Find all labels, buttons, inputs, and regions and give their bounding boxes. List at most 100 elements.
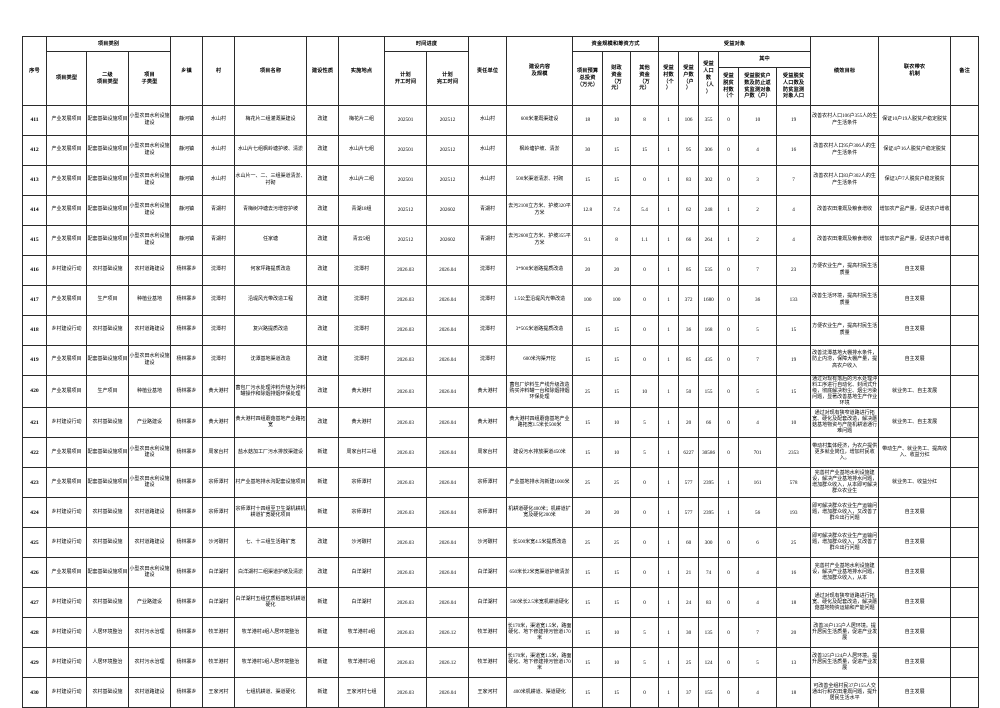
- cell-total-investment: 9.1: [572, 225, 604, 256]
- cell-poor-people: 15: [776, 374, 812, 409]
- cell-responsible-unit: 水山村: [468, 105, 508, 136]
- cell-performance-goal: 通过对现有狭窄道路进行拓宽、硬化及配套改造，解决蘑菇基地物资与产能机耕道通行难问…: [810, 407, 880, 439]
- cell-category-subtype3: 小型农田水利设施建设: [127, 345, 172, 376]
- cell-category-subtype3: 小型农田水利设施建设: [127, 195, 172, 226]
- cell-plan-end: 2026.04: [426, 497, 470, 529]
- cell-poor-villages: 0: [718, 527, 740, 559]
- cell-benefit-people: 248: [698, 195, 720, 226]
- cell-poor-people: 19: [776, 105, 812, 136]
- cell-benefit-villages: 1: [658, 437, 680, 469]
- col-fiscal-funds: 财政 资金 （万 元）: [602, 51, 632, 106]
- cell-village: 黄大港村: [202, 374, 236, 409]
- cell-benefit-people: 155: [698, 374, 720, 409]
- cell-build-place: 水山片七组: [338, 135, 386, 166]
- cell-benefit-villages: 1: [658, 255, 680, 286]
- cell-poor-villages: 0: [718, 165, 740, 196]
- cell-performance-goal: 改善农村人口83户302人的生产生活条件: [810, 165, 880, 196]
- cell-benefit-villages: 1: [658, 345, 680, 376]
- cell-category-subtype3: 种植业基地: [127, 285, 172, 316]
- cell-build-place: 宗师潭村: [338, 467, 386, 499]
- cell-village: 沈潭村: [202, 315, 236, 346]
- cell-plan-end: 202512: [426, 135, 470, 166]
- cell-benefit-people: 2395: [698, 467, 720, 499]
- cell-fiscal-funds: 15: [602, 135, 632, 166]
- cell-build-place: 白洋湖村: [338, 587, 386, 619]
- col-other-funds: 其他 资金 （万 元）: [630, 51, 660, 106]
- cell-plan-start: 202501: [384, 105, 428, 136]
- cell-benefit-villages: 1: [658, 647, 680, 679]
- cell-linkage-mechanism: 自主发展: [878, 617, 952, 649]
- cell-other-funds: 15: [630, 135, 660, 166]
- cell-plan-end: 2026.04: [426, 345, 470, 376]
- cell-poor-households: 4: [738, 587, 778, 619]
- cell-benefit-households: 50: [678, 374, 700, 409]
- cell-benefit-households: 83: [678, 165, 700, 196]
- cell-build-nature: 新建: [306, 467, 340, 499]
- cell-plan-end: 2026.04: [426, 677, 470, 708]
- cell-plan-end: 2026.04: [426, 374, 470, 409]
- cell-project-name: 复兴路提质改造: [234, 315, 308, 346]
- cell-poor-households: 7: [738, 345, 778, 376]
- cell-plan-end: 2026.04: [426, 255, 470, 286]
- cell-project-name: 梅花片二组灌溉渠建设: [234, 105, 308, 136]
- cell-poor-people: 25: [776, 527, 812, 559]
- group-project-category: 项目类别: [45, 36, 172, 52]
- cell-township: 静河镇: [170, 135, 204, 166]
- cell-linkage-mechanism: 自主发展: [878, 647, 952, 679]
- cell-content-scale: 长170米，渠道宽1.5米，路面硬化、地下修建排污管道170米: [506, 647, 574, 679]
- cell-responsible-unit: 王家河村: [468, 677, 508, 708]
- cell-responsible-unit: 白洋湖村: [468, 587, 508, 619]
- cell-poor-villages: 0: [718, 407, 740, 439]
- cell-category-subtype2: 农村基础设施: [86, 587, 129, 619]
- cell-category-subtype2: 配套基础设施项目: [86, 105, 129, 136]
- cell-benefit-households: 66: [678, 225, 700, 256]
- cell-category-subtype3: 农村道路建设: [127, 497, 172, 529]
- cell-project-name: 牧羊港村4组人居环境整治: [234, 617, 308, 649]
- cell-linkage-mechanism: 自主发展: [878, 527, 952, 559]
- cell-plan-end: 2026.04: [426, 285, 470, 316]
- cell-category-type: 产业发展项目: [46, 225, 87, 256]
- col-responsible-unit: 责任单位: [468, 36, 508, 106]
- cell-other-funds: 0: [630, 677, 660, 708]
- cell-poor-people: 133: [776, 285, 812, 316]
- cell-content-scale: 去污2100立方米、护坡320平方米: [506, 195, 574, 226]
- cell-fiscal-funds: 7.4: [602, 195, 632, 226]
- table-row: 419 产业发展项目 配套基础设施项目 小型农田水利设施建设 杨林寨乡 沈潭村 沈潭基地渠道…: [22, 345, 980, 376]
- cell-performance-goal: 改善农田灌溉及粮食增收: [810, 195, 880, 226]
- cell-poor-people: 4: [776, 225, 812, 256]
- cell-remark: [950, 105, 980, 136]
- cell-project-name: 沈潭基地渠道改造: [234, 345, 308, 376]
- cell-category-subtype2: 农村基础设施: [86, 527, 129, 559]
- cell-linkage-mechanism: 保证4户16人脱贫户稳定脱贫: [878, 135, 952, 166]
- cell-township: 杨林寨乡: [170, 557, 204, 589]
- cell-other-funds: 0: [630, 165, 660, 196]
- col-township: 乡镇: [170, 36, 204, 106]
- table-row: 424 乡村建设行动 农村基础设施 农村道路建设 杨林寨乡 宗师潭村 宗师潭村十四组至卫生湖…: [22, 497, 980, 529]
- cell-category-subtype2: 人居环境整治: [86, 647, 129, 679]
- seq: 426: [22, 557, 47, 589]
- seq: 417: [22, 285, 47, 316]
- table-row: 427 乡村建设行动 农村基础设施 产业路建设 杨林寨乡 白洋湖村 白洋湖村五组优质稻基地机…: [22, 587, 980, 619]
- cell-township: 静河镇: [170, 105, 204, 136]
- cell-total-investment: 30: [572, 135, 604, 166]
- cell-village: 宗师潭村: [202, 467, 236, 499]
- col-performance-goal: 绩效目标: [810, 36, 880, 106]
- cell-remark: [950, 195, 980, 226]
- col-category-type: 项目类型: [46, 51, 87, 106]
- cell-performance-goal: 改善325户124户人居环境。提升居民生活质量，促进产业发展: [810, 647, 880, 679]
- cell-benefit-people: 30586: [698, 437, 720, 469]
- cell-category-subtype2: 配套基础设施项目: [86, 195, 129, 226]
- cell-remark: [950, 374, 980, 409]
- cell-category-subtype2: 生产项目: [86, 374, 129, 409]
- cell-category-subtype2: 农村基础设施: [86, 407, 129, 439]
- seq: 424: [22, 497, 47, 529]
- cell-category-type: 乡村建设行动: [46, 677, 87, 708]
- cell-category-type: 乡村建设行动: [46, 587, 87, 619]
- cell-benefit-people: 74: [698, 557, 720, 589]
- cell-poor-villages: 1: [718, 497, 740, 529]
- cell-poor-households: 161: [738, 467, 778, 499]
- cell-build-nature: 改建: [306, 407, 340, 439]
- cell-benefit-villages: 1: [658, 135, 680, 166]
- cell-linkage-mechanism: 就业务工、自主发展: [878, 407, 952, 439]
- cell-responsible-unit: 宗师潭村: [468, 467, 508, 499]
